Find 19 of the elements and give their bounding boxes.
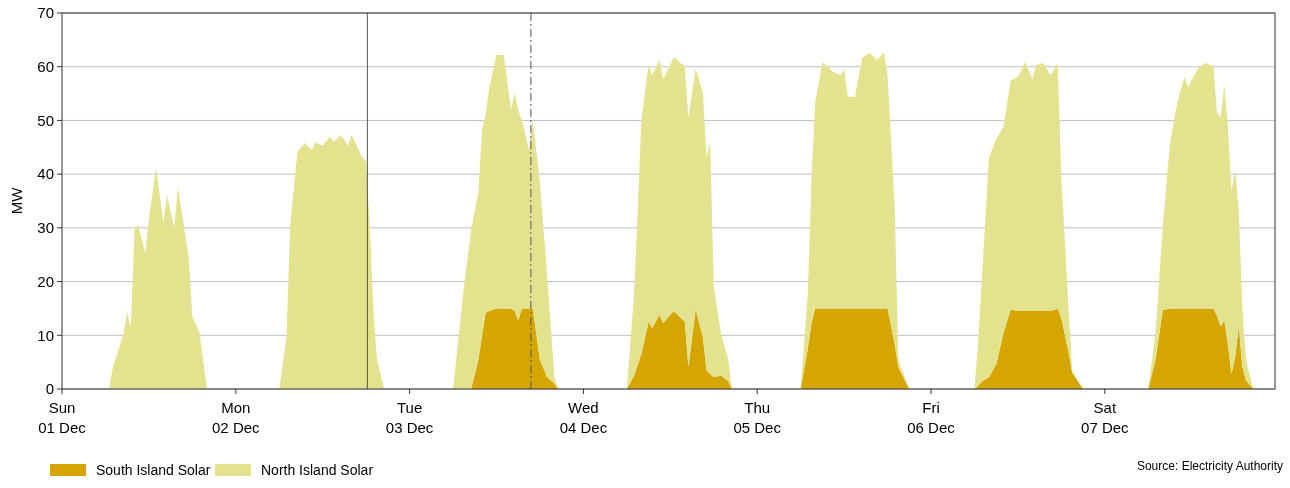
x-tick-label: Mon 02 Dec xyxy=(212,399,261,436)
y-tick-label: 50 xyxy=(37,111,54,129)
y-tick-label: 10 xyxy=(37,326,54,344)
y-tick-label: 60 xyxy=(37,57,54,75)
y-tick-label: 70 xyxy=(37,4,54,22)
y-tick-label: 0 xyxy=(45,380,54,398)
x-tick-label: Sat 07 Dec xyxy=(1081,399,1130,436)
x-tick-label: Tue 03 Dec xyxy=(385,399,434,436)
y-tick-label: 20 xyxy=(37,272,54,290)
source-note: Source: Electricity Authority xyxy=(1136,459,1283,473)
y-tick-label: 30 xyxy=(37,219,54,237)
x-tick-label: Wed 04 Dec xyxy=(559,399,608,436)
x-tick-label: Fri 06 Dec xyxy=(907,399,956,436)
x-tick-label: Thu 05 Dec xyxy=(733,399,782,436)
y-tick-label: 40 xyxy=(37,165,54,183)
y-axis-title: MW xyxy=(8,186,25,215)
legend-label: North Island Solar xyxy=(261,461,374,478)
legend-label: South Island Solar xyxy=(96,461,211,478)
x-tick-label: Sun 01 Dec xyxy=(38,399,87,436)
